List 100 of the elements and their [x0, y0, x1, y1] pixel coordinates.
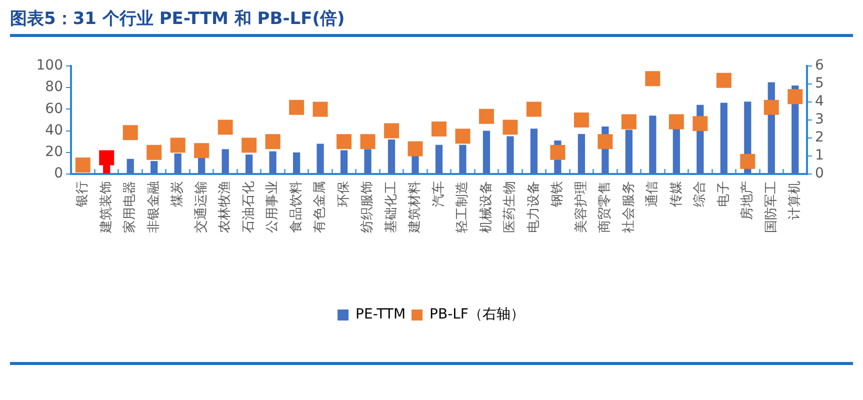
x-tick-label: 社会服务 [621, 181, 636, 233]
bar [435, 144, 443, 174]
x-tick-label: 公用事业 [265, 181, 280, 233]
y-tick-label: 100 [36, 58, 63, 74]
x-tick-label: 煤炭 [170, 181, 186, 207]
y2-tick-label: 4 [815, 94, 824, 110]
bar [672, 128, 680, 174]
point [146, 144, 162, 160]
bar [246, 154, 253, 174]
point [526, 102, 542, 117]
x-tick-label: 建筑材料 [408, 181, 423, 234]
point [360, 134, 376, 150]
x-tick-label: 家用电器 [122, 181, 138, 233]
bar [412, 156, 419, 174]
bar [506, 136, 514, 174]
x-tick-label: 通信 [645, 181, 660, 207]
y2-tick-label: 6 [815, 58, 824, 74]
y2-tick-label: 1 [815, 148, 824, 164]
point [478, 108, 494, 124]
point [218, 120, 233, 135]
point [764, 100, 779, 115]
point [716, 72, 732, 88]
y-tick-label: 60 [45, 100, 63, 117]
x-tick-label: 有色金属 [312, 181, 328, 233]
bar [388, 139, 396, 174]
point [455, 128, 470, 144]
point [99, 150, 114, 166]
point [598, 134, 613, 150]
x-tick-label: 纺织服饰 [360, 181, 376, 233]
x-tick-label: 交通运输 [192, 181, 209, 233]
x-tick-label: 钢铁 [550, 181, 566, 208]
point [312, 102, 328, 117]
x-tick-label: 机械设备 [478, 181, 494, 233]
bar [222, 149, 229, 174]
point [384, 123, 400, 138]
y-tick-label: 20 [45, 144, 63, 160]
y-tick-label: 80 [45, 79, 63, 96]
bar [340, 150, 348, 174]
x-tick-label: 基础化工 [384, 181, 399, 233]
point [502, 120, 518, 135]
x-tick-label: 环保 [336, 181, 352, 207]
x-tick-label: 计算机 [788, 181, 803, 220]
x-tick-label: 食品饮料 [288, 181, 304, 233]
point [408, 141, 423, 156]
point [265, 134, 280, 150]
y2-tick-label: 2 [815, 130, 824, 146]
bar [720, 102, 728, 174]
point [645, 71, 660, 86]
x-tick-label: 传媒 [668, 181, 684, 207]
y2-tick-label: 5 [815, 76, 824, 92]
bar [530, 128, 538, 174]
x-tick-label: 轻工制造 [455, 181, 470, 233]
x-tick-label: 美容护理 [572, 181, 589, 233]
x-tick-label: 医药生物 [502, 181, 518, 233]
x-tick-label: 农林牧渔 [218, 181, 233, 233]
point [740, 154, 756, 169]
x-tick-label: 综合 [692, 181, 708, 207]
point [75, 158, 90, 172]
point [122, 125, 138, 140]
x-tick-label: 非银金融 [146, 181, 162, 233]
point [621, 114, 636, 130]
legend-label: PE-TTM [356, 306, 406, 323]
x-tick-label: 银行 [75, 181, 90, 208]
bar [269, 151, 276, 174]
bar [198, 158, 206, 174]
point [788, 89, 803, 104]
point [194, 143, 210, 158]
point [242, 138, 257, 153]
x-tick-label: 电力设备 [526, 181, 542, 233]
legend-label: PB-LF（右轴） [430, 306, 524, 323]
x-tick-label: 国防军工 [764, 181, 779, 233]
x-tick-label: 商贸零售 [598, 181, 613, 233]
point [289, 100, 304, 115]
x-tick-label: 汽车 [431, 181, 446, 207]
point [550, 144, 566, 160]
y2-tick-label: 0 [815, 166, 824, 182]
bar [625, 130, 632, 174]
bar [174, 153, 182, 174]
y-tick-label: 40 [45, 122, 63, 138]
bar [292, 152, 300, 174]
x-tick-label: 房地产 [739, 181, 756, 220]
bar [316, 144, 324, 174]
point [668, 114, 684, 130]
chart-title: 图表5：31 个行业 PE-TTM 和 PB-LF(倍) [10, 6, 853, 37]
x-tick-label: 建筑装饰 [98, 181, 114, 234]
point [692, 116, 708, 132]
bar [482, 130, 490, 174]
x-tick-label: 电子 [716, 181, 732, 207]
bar [649, 116, 656, 174]
y2-tick-label: 3 [815, 112, 824, 128]
point [432, 122, 446, 136]
bar [459, 144, 466, 174]
point [574, 112, 589, 128]
y-tick-label: 0 [54, 166, 63, 182]
point [336, 134, 352, 150]
bar [150, 161, 158, 174]
point [170, 138, 186, 153]
bar [126, 158, 134, 174]
x-tick-label: 石油石化 [241, 181, 256, 233]
bar [364, 149, 372, 174]
